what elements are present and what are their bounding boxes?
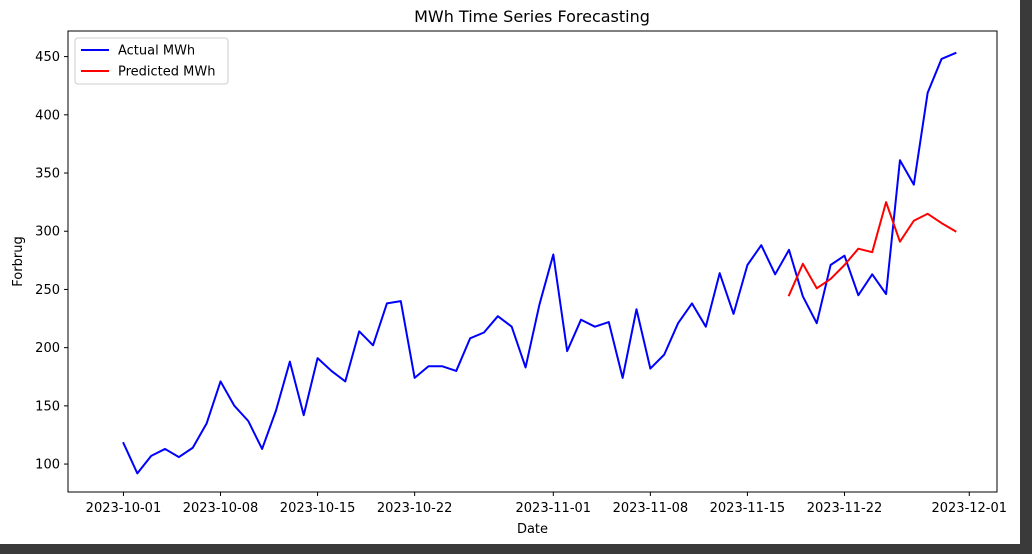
legend-label: Predicted MWh: [118, 65, 215, 80]
x-tick-label: 2023-11-08: [613, 501, 689, 516]
plot-frame: [67, 30, 998, 493]
x-tick-label: 2023-11-01: [516, 501, 592, 516]
figure: MWh Time Series Forecasting 2023-10-01 20…: [0, 0, 1020, 544]
y-tick-label: 450: [35, 50, 60, 65]
y-axis: 100 150 200 250 300 350 400 450: [35, 50, 68, 473]
series-line-predicted: [787, 201, 957, 297]
legend: Actual MWh Predicted MWh: [74, 37, 229, 85]
y-tick-label: 300: [35, 225, 60, 240]
y-tick-label: 250: [35, 283, 60, 298]
x-axis: 2023-10-01 2023-10-08 2023-10-15 2023-10-22…: [86, 492, 1007, 516]
y-tick-label: 200: [35, 341, 60, 356]
y-tick-label: 100: [35, 458, 60, 473]
line-chart: MWh Time Series Forecasting 2023-10-01 20…: [11, 7, 1007, 537]
x-tick-label: 2023-10-22: [377, 501, 453, 516]
x-tick-label: 2023-10-01: [86, 501, 162, 516]
chart-title: MWh Time Series Forecasting: [414, 7, 650, 26]
x-tick-label: 2023-11-15: [710, 501, 786, 516]
x-tick-label: 2023-10-15: [280, 501, 356, 516]
legend-box: [74, 37, 229, 85]
y-tick-label: 350: [35, 167, 60, 182]
y-axis-title: Forbrug: [11, 236, 26, 286]
series-line-actual: [122, 51, 957, 475]
x-tick-label: 2023-10-08: [183, 501, 259, 516]
y-tick-label: 150: [35, 399, 60, 414]
legend-label: Actual MWh: [118, 44, 195, 59]
x-tick-label: 2023-11-22: [807, 501, 883, 516]
x-axis-title: Date: [517, 522, 548, 537]
x-tick-label: 2023-12-01: [931, 501, 1007, 516]
y-tick-label: 400: [35, 108, 60, 123]
